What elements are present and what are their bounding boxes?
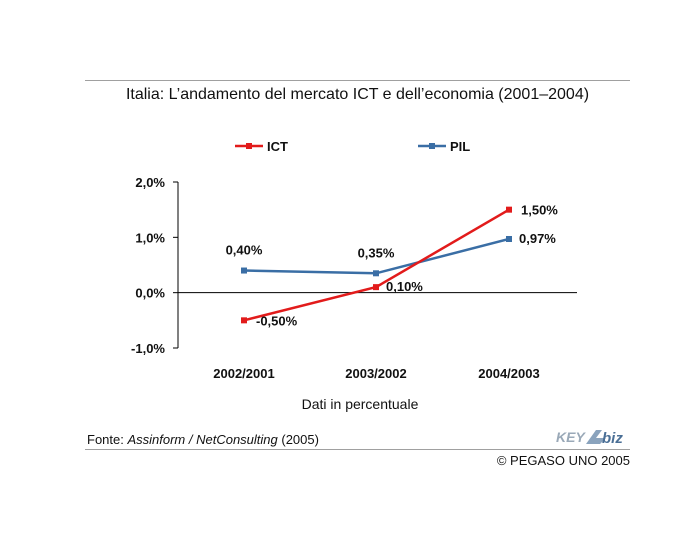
source-note: Fonte: Assinform / NetConsulting (2005) (87, 432, 319, 447)
source-suffix: (2005) (277, 432, 319, 447)
y-tick-label: 2,0% (135, 175, 165, 190)
chart-title: Italia: L’andamento del mercato ICT e de… (125, 86, 590, 103)
source-prefix: Fonte: (87, 432, 128, 447)
copyright: © PEGASO UNO 2005 (496, 453, 630, 468)
data-point-pil (373, 270, 379, 277)
logo-key-text: KEY (556, 429, 586, 445)
logo-biz-text: biz (602, 430, 623, 446)
data-point-pil (506, 235, 512, 242)
data-label-pil: 0,40% (226, 243, 263, 258)
top-rule (85, 80, 630, 81)
y-tick-label: -1,0% (131, 341, 165, 356)
y-tick-label: 0,0% (135, 286, 165, 301)
source-italic: Assinform / NetConsulting (127, 432, 278, 447)
y-tick-label: 1,0% (135, 230, 165, 245)
keybiz-logo: KEY biz (556, 429, 623, 446)
data-label-ict: 1,50% (521, 203, 558, 218)
bottom-rule (85, 449, 630, 450)
data-label-pil: 0,35% (358, 245, 395, 260)
x-tick-label: 2002/2001 (213, 366, 274, 381)
data-point-ict (506, 206, 512, 213)
legend-marker-pil (429, 143, 435, 149)
legend-label-ict: ICT (267, 139, 288, 154)
legend-marker-ict (246, 143, 252, 149)
x-axis-label: Dati in percentuale (301, 396, 419, 412)
data-label-ict: 0,10% (386, 279, 423, 294)
data-label-pil: 0,97% (519, 231, 556, 246)
data-point-ict (373, 284, 379, 291)
series-line-ict (243, 208, 510, 322)
data-point-ict (241, 317, 247, 324)
data-point-pil (241, 267, 247, 274)
data-label-ict: -0,50% (256, 313, 298, 328)
x-tick-label: 2004/2003 (478, 366, 539, 381)
x-tick-label: 2003/2002 (345, 366, 406, 381)
legend-label-pil: PIL (450, 139, 470, 154)
